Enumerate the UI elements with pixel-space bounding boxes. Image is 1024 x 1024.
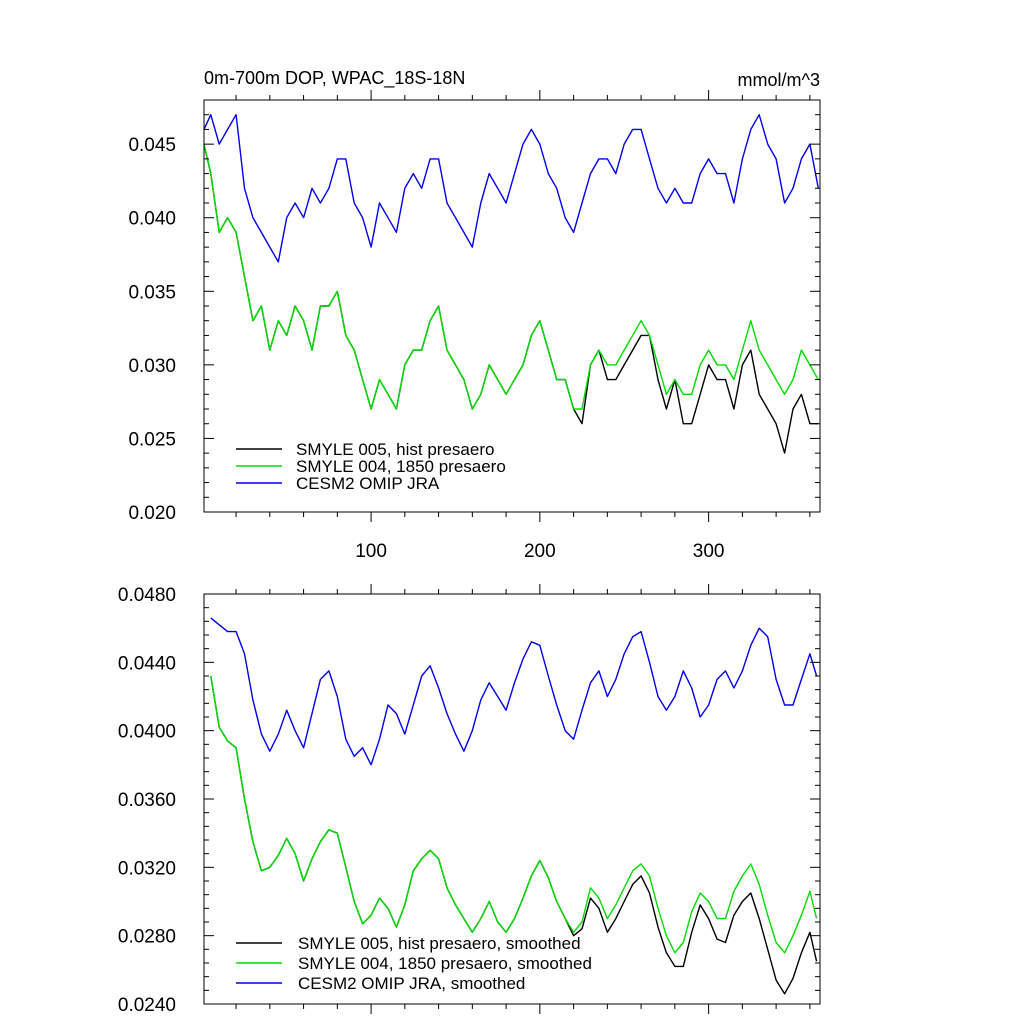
y-tick-label: 0.020 [128,503,176,524]
legend-label-1: SMYLE 004, 1850 presaero, smoothed [298,954,592,973]
y-tick-label: 0.0240 [118,995,176,1016]
y-tick-label: 0.035 [128,282,176,303]
y-tick-label: 0.0400 [118,722,176,743]
top-panel-title: 0m-700m DOP, WPAC_18S-18N [204,68,465,89]
legend-label-2: CESM2 OMIP JRA, smoothed [298,974,525,993]
legend-label-2: CESM2 OMIP JRA [296,474,440,493]
x-tick-label: 100 [355,541,387,562]
legend-label-0: SMYLE 005, hist presaero [296,440,494,459]
series-line-2 [210,617,818,766]
y-tick-label: 0.040 [128,209,176,230]
y-tick-label: 0.045 [128,135,176,156]
y-tick-label: 0.025 [128,429,176,450]
y-tick-label: 0.0320 [118,858,176,879]
x-tick-label: 200 [524,541,556,562]
x-tick-label: 300 [693,541,725,562]
y-tick-label: 0.0440 [118,653,176,674]
series-line-1 [203,143,819,410]
top-panel: 0m-700m DOP, WPAC_18S-18N mmol/m^3 0.020… [128,68,821,562]
top-panel-units: mmol/m^3 [738,70,820,90]
legend-label-1: SMYLE 004, 1850 presaero [296,457,506,476]
y-tick-label: 0.0480 [118,585,176,606]
series-line-1 [210,675,818,954]
bottom-panel: 0.0240 0.0280 0.0320 0.0360 0.0400 0.0440 0.04… [118,584,821,1016]
series-line-2 [203,113,819,263]
y-tick-label: 0.0280 [118,927,176,948]
legend-label-0: SMYLE 005, hist presaero, smoothed [298,934,581,953]
series-line-0 [203,143,819,454]
y-tick-label: 0.030 [128,356,176,377]
y-tick-label: 0.0360 [118,790,176,811]
